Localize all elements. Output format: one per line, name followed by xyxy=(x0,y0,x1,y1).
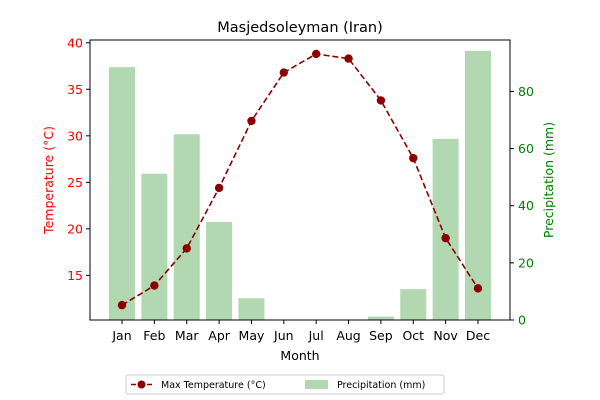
precip-bar-feb xyxy=(141,173,168,320)
y-right-tick-label-40: 40 xyxy=(518,198,534,213)
y-right-tick-label-80: 80 xyxy=(518,84,534,99)
temp-point-may xyxy=(247,116,256,126)
legend-label-temperature: Max Temperature (°C) xyxy=(161,380,266,391)
x-tick-label-jun: Jun xyxy=(273,328,294,343)
y-axis-right: 0 20 40 60 80 xyxy=(510,84,534,328)
precip-bar-jan xyxy=(109,67,135,321)
y-left-tick-label-20: 20 xyxy=(67,221,83,236)
temperature-series-line xyxy=(121,53,479,306)
x-tick-label-may: May xyxy=(239,328,265,343)
x-tick-label-mar: Mar xyxy=(175,328,199,343)
temp-point-jun xyxy=(279,68,289,77)
y-axis-left: 15 20 25 30 35 40 xyxy=(67,35,90,283)
x-tick-label-jan: Jan xyxy=(111,328,131,343)
y-left-tick-label-30: 30 xyxy=(67,128,83,143)
precip-bar-mar xyxy=(173,134,200,320)
x-tick-label-dec: Dec xyxy=(466,328,490,343)
x-tick-label-oct: Oct xyxy=(402,328,424,343)
x-tick-label-jul: Jul xyxy=(308,328,324,343)
temp-point-jan xyxy=(117,300,127,310)
y-left-tick-label-25: 25 xyxy=(67,175,83,190)
x-tick-label-apr: Apr xyxy=(208,328,230,343)
y-axis-right-label: Precipitation (mm) xyxy=(541,122,556,238)
chart-title: Masjedsoleyman (Iran) xyxy=(217,20,383,36)
y-right-tick-label-60: 60 xyxy=(518,141,534,156)
x-tick-label-aug: Aug xyxy=(336,328,360,343)
legend-bar-swatch xyxy=(305,380,328,389)
y-left-tick-label-15: 15 xyxy=(67,268,83,283)
temp-point-nov xyxy=(441,233,450,243)
temp-point-oct xyxy=(409,153,418,163)
x-axis-label: Month xyxy=(280,348,319,363)
legend-marker-swatch xyxy=(137,380,146,389)
y-left-tick-label-35: 35 xyxy=(67,82,83,97)
precip-bar-oct xyxy=(400,289,427,320)
precip-bar-apr xyxy=(206,222,233,320)
temp-point-sep xyxy=(376,96,386,105)
x-tick-label-nov: Nov xyxy=(433,328,458,343)
temp-point-apr xyxy=(214,183,224,193)
plot-frame xyxy=(89,39,511,321)
precip-bar-dec xyxy=(465,50,491,320)
temperature-line xyxy=(117,49,483,310)
y-axis-left-label: Temperature (°C) xyxy=(41,126,56,235)
precip-bar-sep xyxy=(367,316,394,320)
x-tick-label-sep: Sep xyxy=(369,328,393,343)
temp-point-aug xyxy=(344,54,353,63)
precip-bar-nov xyxy=(432,138,459,320)
y-right-tick-label-20: 20 xyxy=(518,255,534,270)
y-right-tick-label-0: 0 xyxy=(518,313,526,328)
temp-point-mar xyxy=(182,244,191,253)
legend-box xyxy=(125,374,445,395)
temp-point-dec xyxy=(473,284,483,293)
legend-label-precipitation: Precipitation (mm) xyxy=(337,380,425,391)
temp-point-feb xyxy=(150,281,159,290)
temp-point-jul xyxy=(311,49,321,59)
precip-bar-may xyxy=(238,298,265,320)
precipitation-bars xyxy=(109,50,491,321)
y-left-tick-label-40: 40 xyxy=(67,35,83,50)
x-tick-label-feb: Feb xyxy=(143,328,165,343)
legend: Max Temperature (°C) Precipitation (mm) xyxy=(125,374,445,395)
x-axis: Jan Feb Mar Apr May Jun Jul Aug Sep Oct Nov Dec xyxy=(111,320,490,343)
